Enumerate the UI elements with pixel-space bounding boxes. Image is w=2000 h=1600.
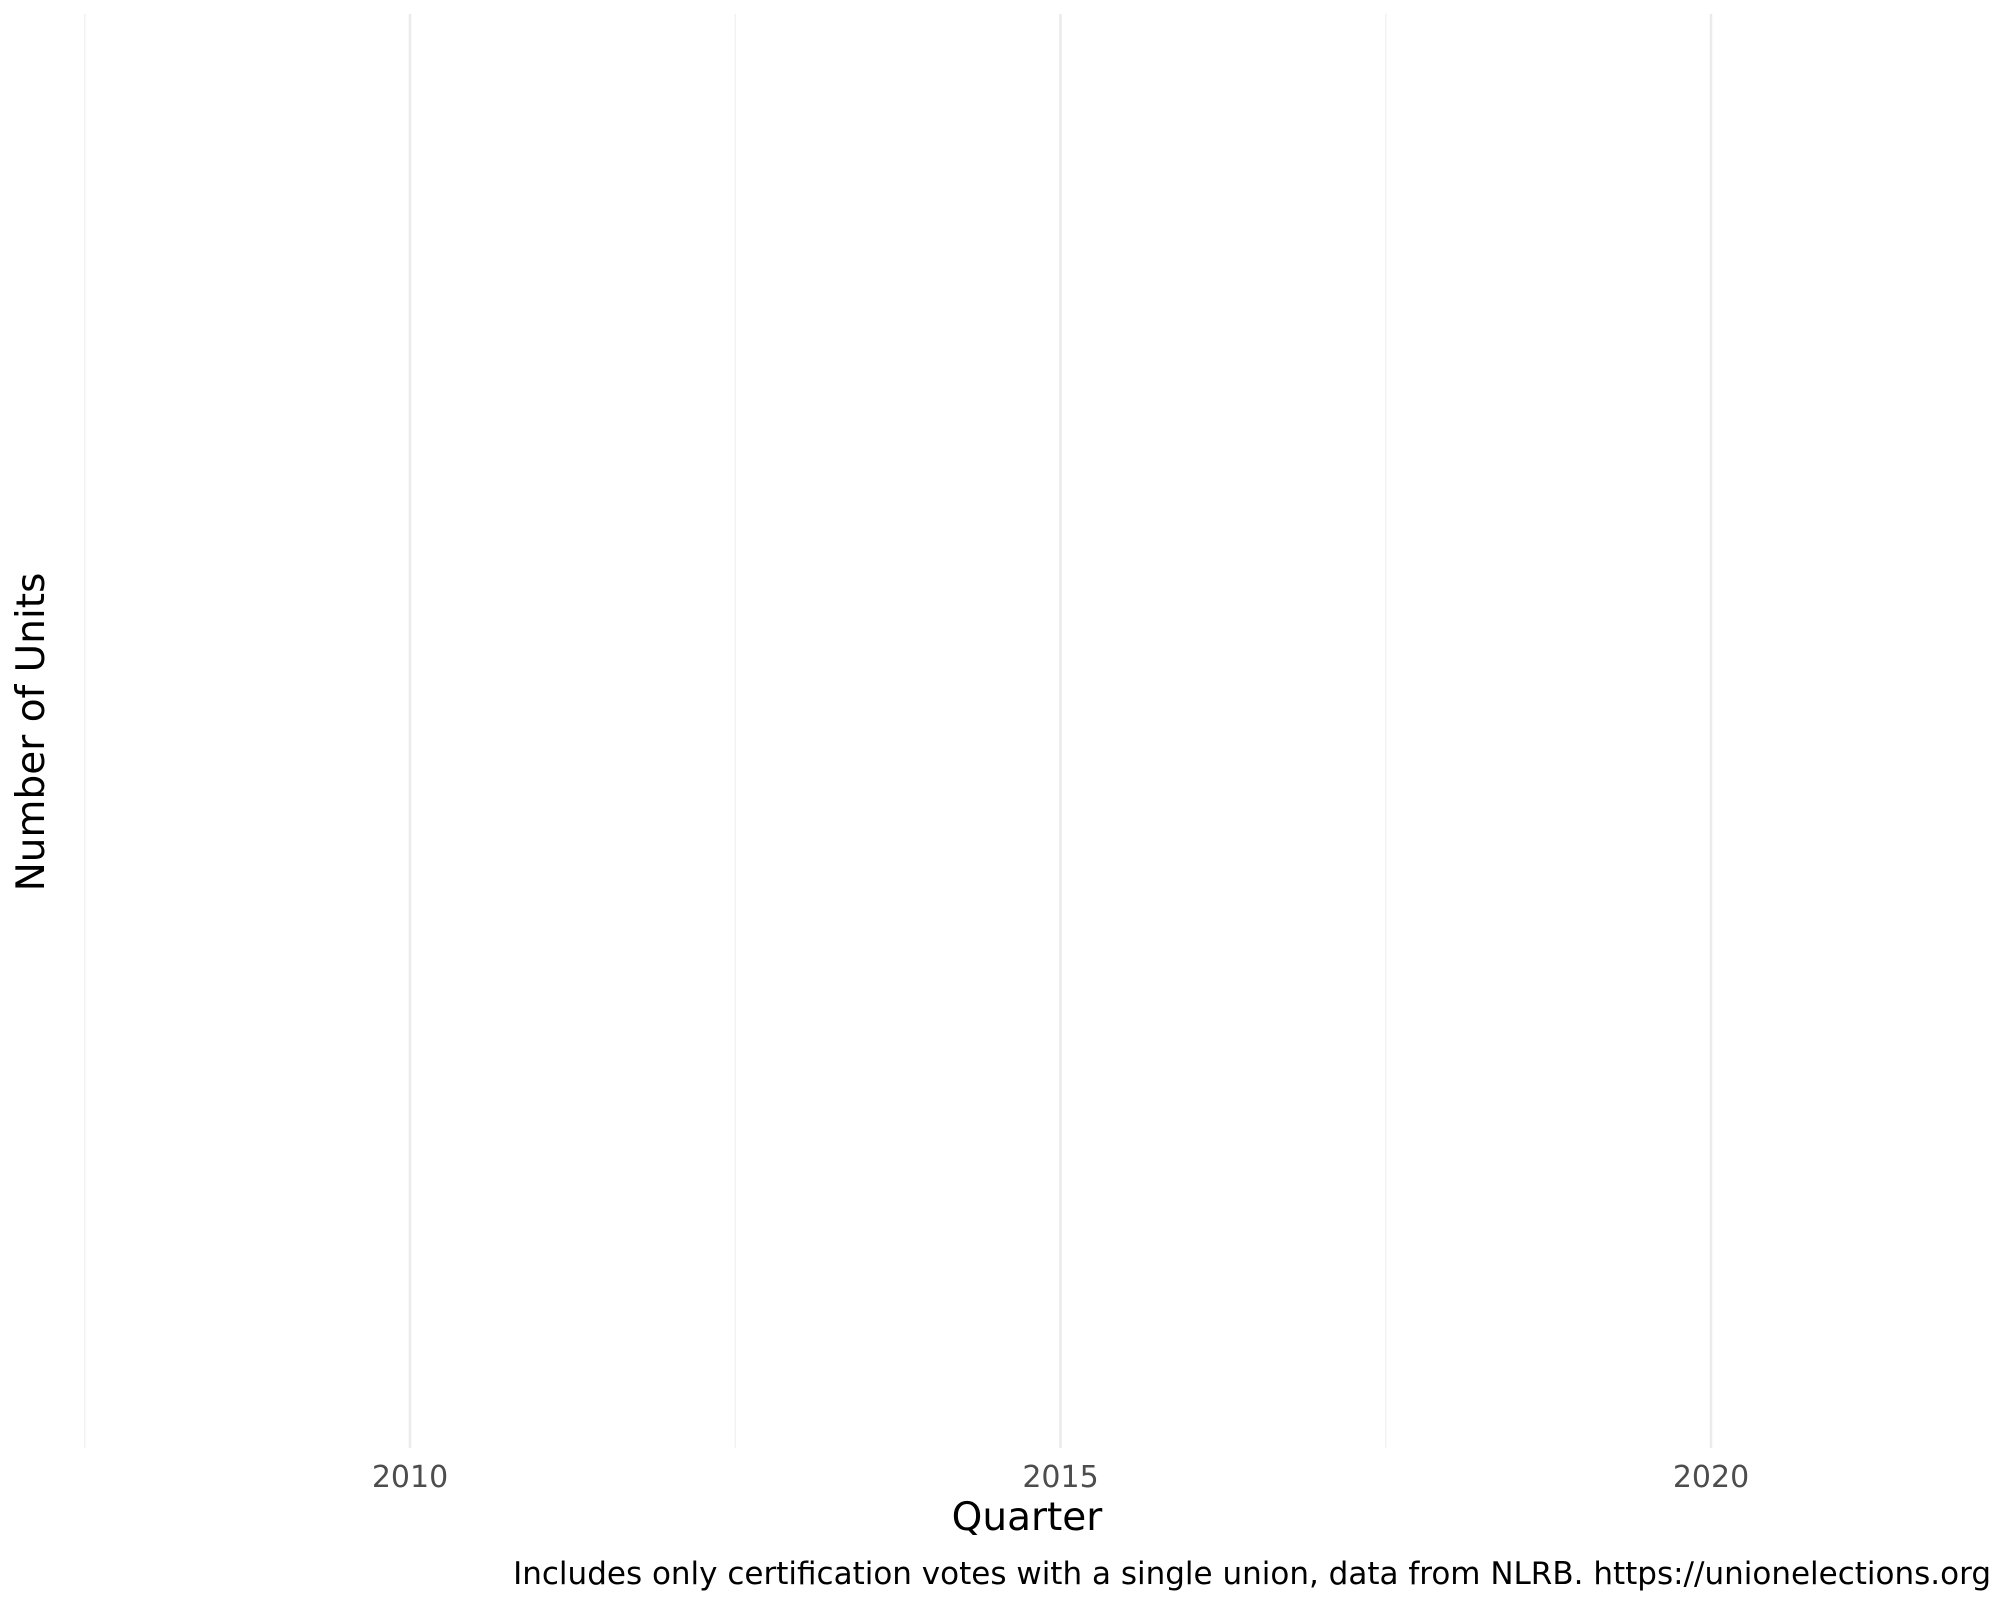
plot-panel — [84, 14, 1713, 1448]
x-axis-tick-labels: 2010 2015 2020 — [372, 1460, 1749, 1495]
minor-gridlines — [84, 14, 1387, 1448]
y-axis-title: Number of Units — [9, 573, 54, 892]
x-axis-title: Quarter — [952, 1495, 1104, 1540]
x-tick-label: 2010 — [372, 1460, 448, 1495]
x-tick-label: 2015 — [1022, 1460, 1098, 1495]
x-tick-label: 2020 — [1673, 1460, 1749, 1495]
major-gridlines — [408, 14, 1713, 1448]
chart-caption: Includes only certification votes with a… — [513, 1556, 1991, 1592]
